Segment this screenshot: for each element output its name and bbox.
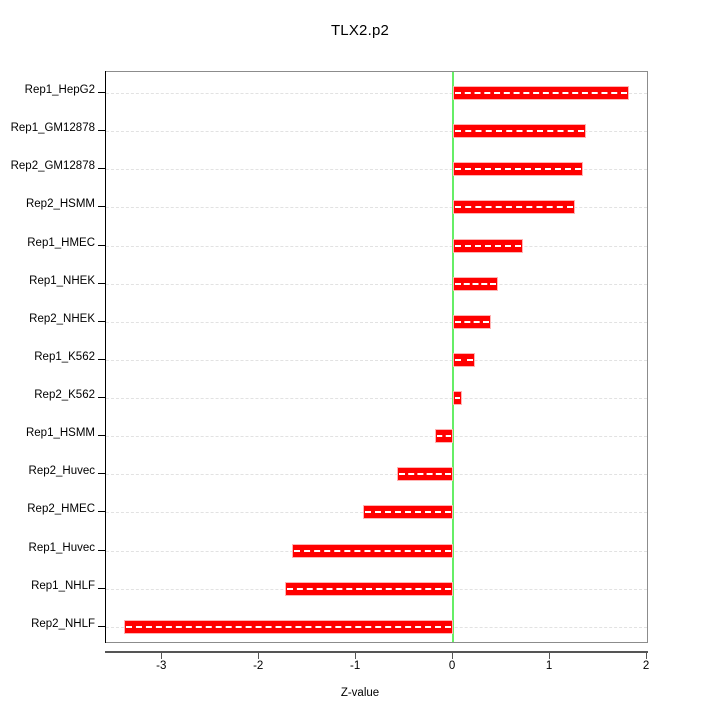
y-axis-tick xyxy=(98,206,105,208)
bar-inner-dash xyxy=(455,130,584,133)
y-axis-tick-label: Rep1_NHEK xyxy=(29,274,95,287)
gridline xyxy=(106,169,647,171)
y-axis-tick xyxy=(98,91,105,93)
bar-rep2-hmec xyxy=(362,505,454,520)
gridline xyxy=(106,92,647,95)
x-axis-tick xyxy=(646,651,648,659)
bar-inner-dash xyxy=(294,549,452,552)
y-axis-tick xyxy=(98,130,105,132)
x-axis-tick xyxy=(161,651,163,659)
bar-inner-dash xyxy=(436,435,452,438)
x-axis-tick xyxy=(355,651,357,659)
bar-inner-dash xyxy=(455,358,474,361)
bar-inner-dash xyxy=(455,168,582,171)
y-axis-tick xyxy=(98,320,105,322)
bar-rep2-gm12878 xyxy=(453,162,584,177)
x-axis-tick-label: -2 xyxy=(253,660,264,672)
y-axis-tick xyxy=(98,549,105,551)
y-axis-tick-label: Rep1_K562 xyxy=(34,350,95,363)
x-axis-tick xyxy=(549,651,551,659)
y-axis-tick-label: Rep2_GM12878 xyxy=(10,160,95,173)
y-axis-tick-label: Rep2_NHEK xyxy=(29,312,95,325)
bar-rep2-k562 xyxy=(453,391,462,406)
bar-inner-dash xyxy=(455,91,627,94)
gridline xyxy=(106,131,647,133)
y-axis-tick-label: Rep1_HSMM xyxy=(25,427,95,440)
bar-inner-dash xyxy=(364,511,452,514)
bar-inner-dash xyxy=(455,206,574,209)
y-axis-tick-label: Rep1_HepG2 xyxy=(24,83,95,96)
plot-inner xyxy=(106,72,647,642)
y-axis-tick-label: Rep2_K562 xyxy=(34,389,95,402)
gridline xyxy=(106,283,647,286)
y-axis-tick xyxy=(98,358,105,360)
bar-rep2-nhlf xyxy=(124,619,454,634)
y-axis-tick-label: Rep1_NHLF xyxy=(31,579,95,592)
bar-inner-dash xyxy=(455,320,489,323)
bar-inner-dash xyxy=(126,625,452,628)
y-axis-tick-label: Rep1_GM12878 xyxy=(10,122,95,135)
x-axis-tick-label: -1 xyxy=(350,660,361,672)
y-axis-tick xyxy=(98,397,105,399)
bar-rep2-huvec xyxy=(396,467,454,482)
bar-inner-dash xyxy=(455,397,460,400)
gridline xyxy=(106,436,647,438)
x-axis-tick-label: 2 xyxy=(642,660,650,672)
y-axis-tick xyxy=(98,435,105,437)
x-axis-tick-label: 0 xyxy=(448,660,456,672)
bar-rep1-hsmm xyxy=(434,429,454,444)
y-axis-tick-label: Rep2_NHLF xyxy=(31,617,95,630)
bar-rep1-nhlf xyxy=(285,581,454,596)
bar-rep1-k562 xyxy=(453,352,476,367)
bar-rep1-gm12878 xyxy=(453,124,586,139)
x-axis-tick-label: 1 xyxy=(545,660,553,672)
gridline xyxy=(106,321,647,324)
bar-rep2-hsmm xyxy=(453,200,576,215)
gridline xyxy=(106,245,647,248)
bar-rep2-nhek xyxy=(453,314,491,329)
gridline xyxy=(106,359,647,362)
bar-inner-dash xyxy=(455,244,521,247)
x-axis-tick-label: -3 xyxy=(156,660,167,672)
gridline xyxy=(106,398,647,400)
bar-rep1-hepg2 xyxy=(453,85,629,100)
x-axis-tick xyxy=(258,651,260,659)
x-axis-title: Z-value xyxy=(340,687,380,699)
y-axis-tick-label: Rep2_HMEC xyxy=(27,503,95,516)
bar-inner-dash xyxy=(287,587,452,590)
y-axis-tick xyxy=(98,282,105,284)
bar-inner-dash xyxy=(398,473,452,476)
plot-panel xyxy=(105,71,648,643)
bar-rep1-huvec xyxy=(292,543,454,558)
y-axis-tick-label: Rep1_Huvec xyxy=(28,541,95,554)
y-axis-tick xyxy=(98,473,105,475)
y-axis-tick xyxy=(98,244,105,246)
y-axis-tick xyxy=(98,625,105,627)
y-axis-tick xyxy=(98,511,105,513)
y-axis-tick-label: Rep2_Huvec xyxy=(28,465,95,478)
bar-inner-dash xyxy=(455,282,496,285)
x-axis-tick xyxy=(452,651,454,659)
gridline xyxy=(106,474,647,476)
chart-title: TLX2.p2 xyxy=(330,22,390,39)
bar-rep1-nhek xyxy=(453,276,498,291)
y-axis-line xyxy=(105,71,106,643)
gridline xyxy=(106,207,647,209)
y-axis-tick-label: Rep2_HSMM xyxy=(25,198,95,211)
x-axis-line xyxy=(105,651,648,653)
y-axis-tick xyxy=(98,168,105,170)
bar-rep1-hmec xyxy=(453,238,523,253)
y-axis-tick-label: Rep1_HMEC xyxy=(27,236,95,249)
y-axis-tick xyxy=(98,587,105,589)
